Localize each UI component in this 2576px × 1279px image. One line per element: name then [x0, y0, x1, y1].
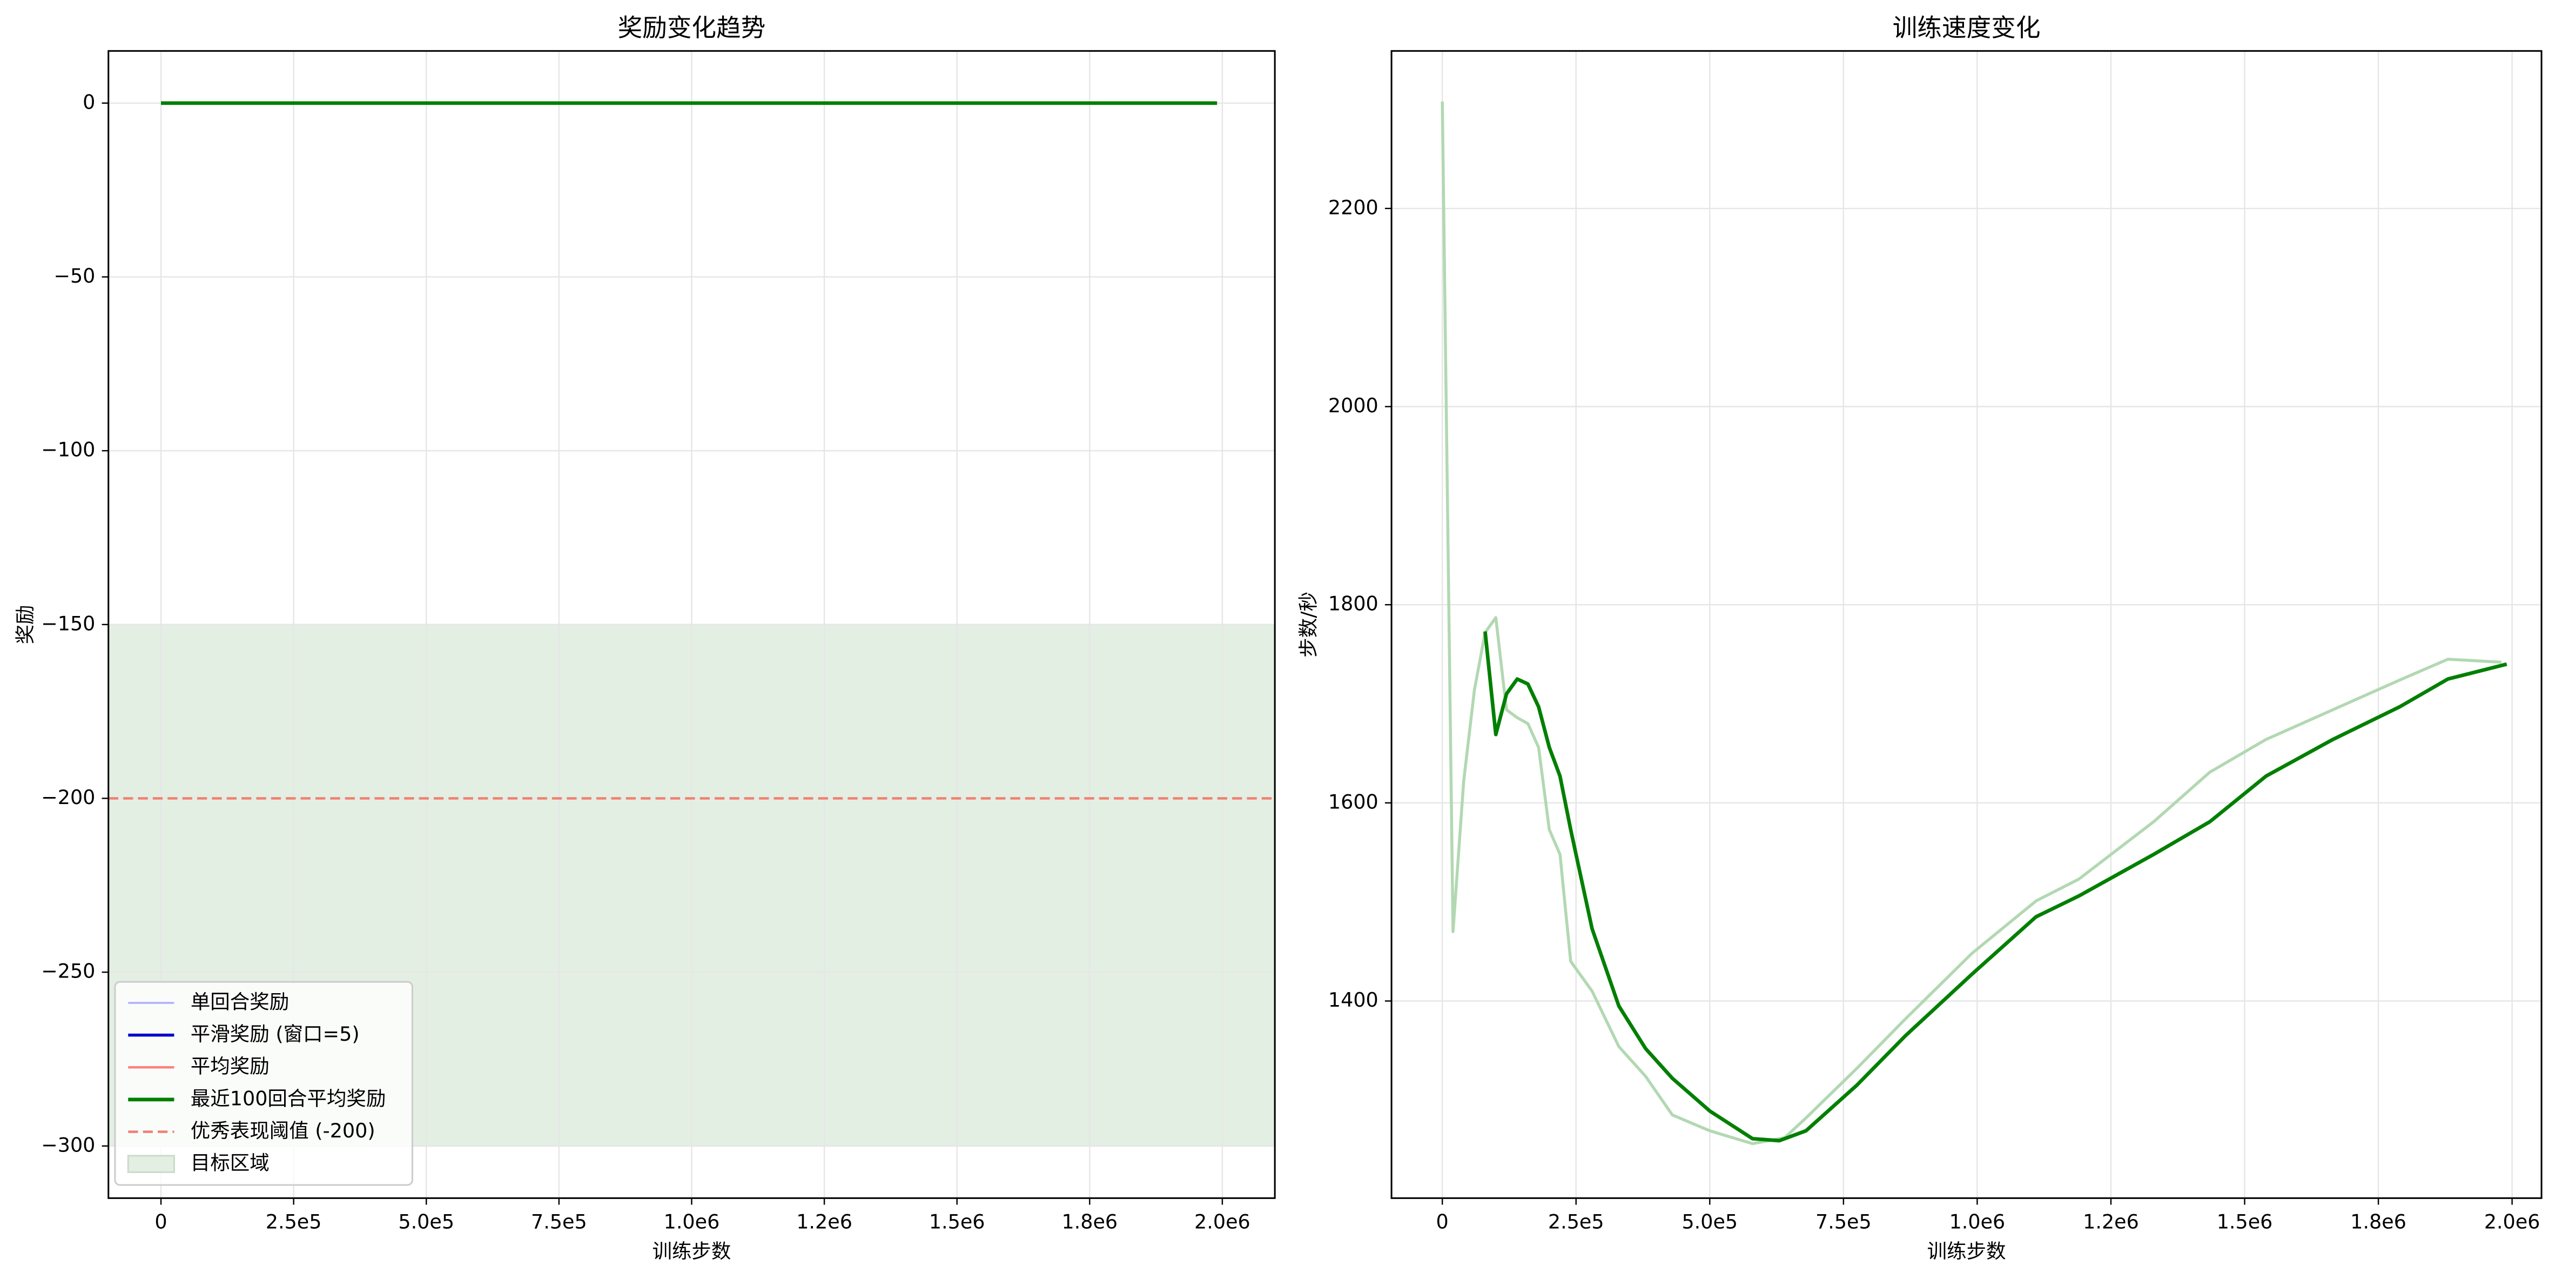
x-tick-label: 1.8e6: [1061, 1210, 1118, 1233]
y-tick-label: 2000: [1328, 394, 1378, 417]
axes: 0 2.5e5 5.0e5 7.5e5 1.0e6 1.2e6 1.5e6 1.8e6 2.0e…: [14, 14, 1276, 1263]
x-tick-label: 5.0e5: [1682, 1210, 1738, 1233]
x-tick-label: 2.0e6: [2484, 1210, 2540, 1233]
x-tick-label: 1.5e6: [929, 1210, 985, 1233]
y-tick-label: 1400: [1328, 988, 1378, 1012]
x-tick-label: 5.0e5: [398, 1210, 454, 1233]
y-tick-label: 2200: [1328, 196, 1378, 219]
legend-swatch: [127, 1155, 175, 1173]
y-tick-label: 0: [83, 90, 95, 113]
x-tick-label: 2.5e5: [266, 1210, 322, 1233]
x-tick-label: 0: [1436, 1210, 1449, 1233]
y-tick-label: −50: [53, 264, 95, 287]
x-tick-label: 7.5e5: [531, 1210, 587, 1233]
x-tick-label: 1.0e6: [1949, 1210, 2006, 1233]
y-tick-label: 1600: [1328, 790, 1378, 813]
x-tick-label: 2.5e5: [1548, 1210, 1604, 1233]
axes-frame: [107, 50, 1276, 1199]
y-tick-label: 1800: [1328, 592, 1378, 615]
legend-label: 最近100回合平均奖励: [191, 1087, 386, 1110]
x-tick-label: 1.2e6: [2083, 1210, 2139, 1233]
chart-title: 训练速度变化: [1893, 14, 2041, 42]
chart-title: 奖励变化趋势: [618, 14, 766, 42]
x-tick-label: 1.5e6: [2217, 1210, 2273, 1233]
legend-label: 平滑奖励 (窗口=5): [191, 1022, 360, 1046]
x-tick-label: 1.2e6: [796, 1210, 852, 1233]
x-axis-label: 训练步数: [652, 1240, 731, 1263]
y-tick-label: −200: [41, 786, 95, 809]
y-tick-label: −150: [41, 612, 95, 635]
axes: 0 2.5e5 5.0e5 7.5e5 1.0e6 1.2e6 1.5e6 1.8e6 2.0e…: [1297, 14, 2543, 1263]
x-tick-label: 7.5e5: [1815, 1210, 1872, 1233]
x-axis-label: 训练步数: [1927, 1240, 2006, 1263]
x-tick-label: 0: [154, 1210, 167, 1233]
legend-label: 单回合奖励: [191, 990, 289, 1014]
series-line: [1441, 101, 2502, 1146]
x-tick-label: 1.0e6: [664, 1210, 720, 1233]
y-axis-label: 奖励: [14, 605, 37, 644]
legend-frame: [114, 981, 413, 1186]
y-tick-label: −300: [41, 1133, 95, 1156]
x-tick-label: 1.8e6: [2350, 1210, 2406, 1233]
legend-label: 目标区域: [191, 1151, 270, 1175]
legend-label: 优秀表现阈值 (-200): [191, 1119, 375, 1142]
y-axis-label: 步数/秒: [1297, 592, 1320, 658]
x-tick-label: 2.0e6: [1194, 1210, 1250, 1233]
y-tick-label: −100: [41, 438, 95, 461]
series-line: [1483, 631, 2507, 1143]
y-tick-label: −250: [41, 960, 95, 983]
axes-frame: [1390, 50, 2543, 1199]
legend-label: 平均奖励: [191, 1055, 270, 1078]
